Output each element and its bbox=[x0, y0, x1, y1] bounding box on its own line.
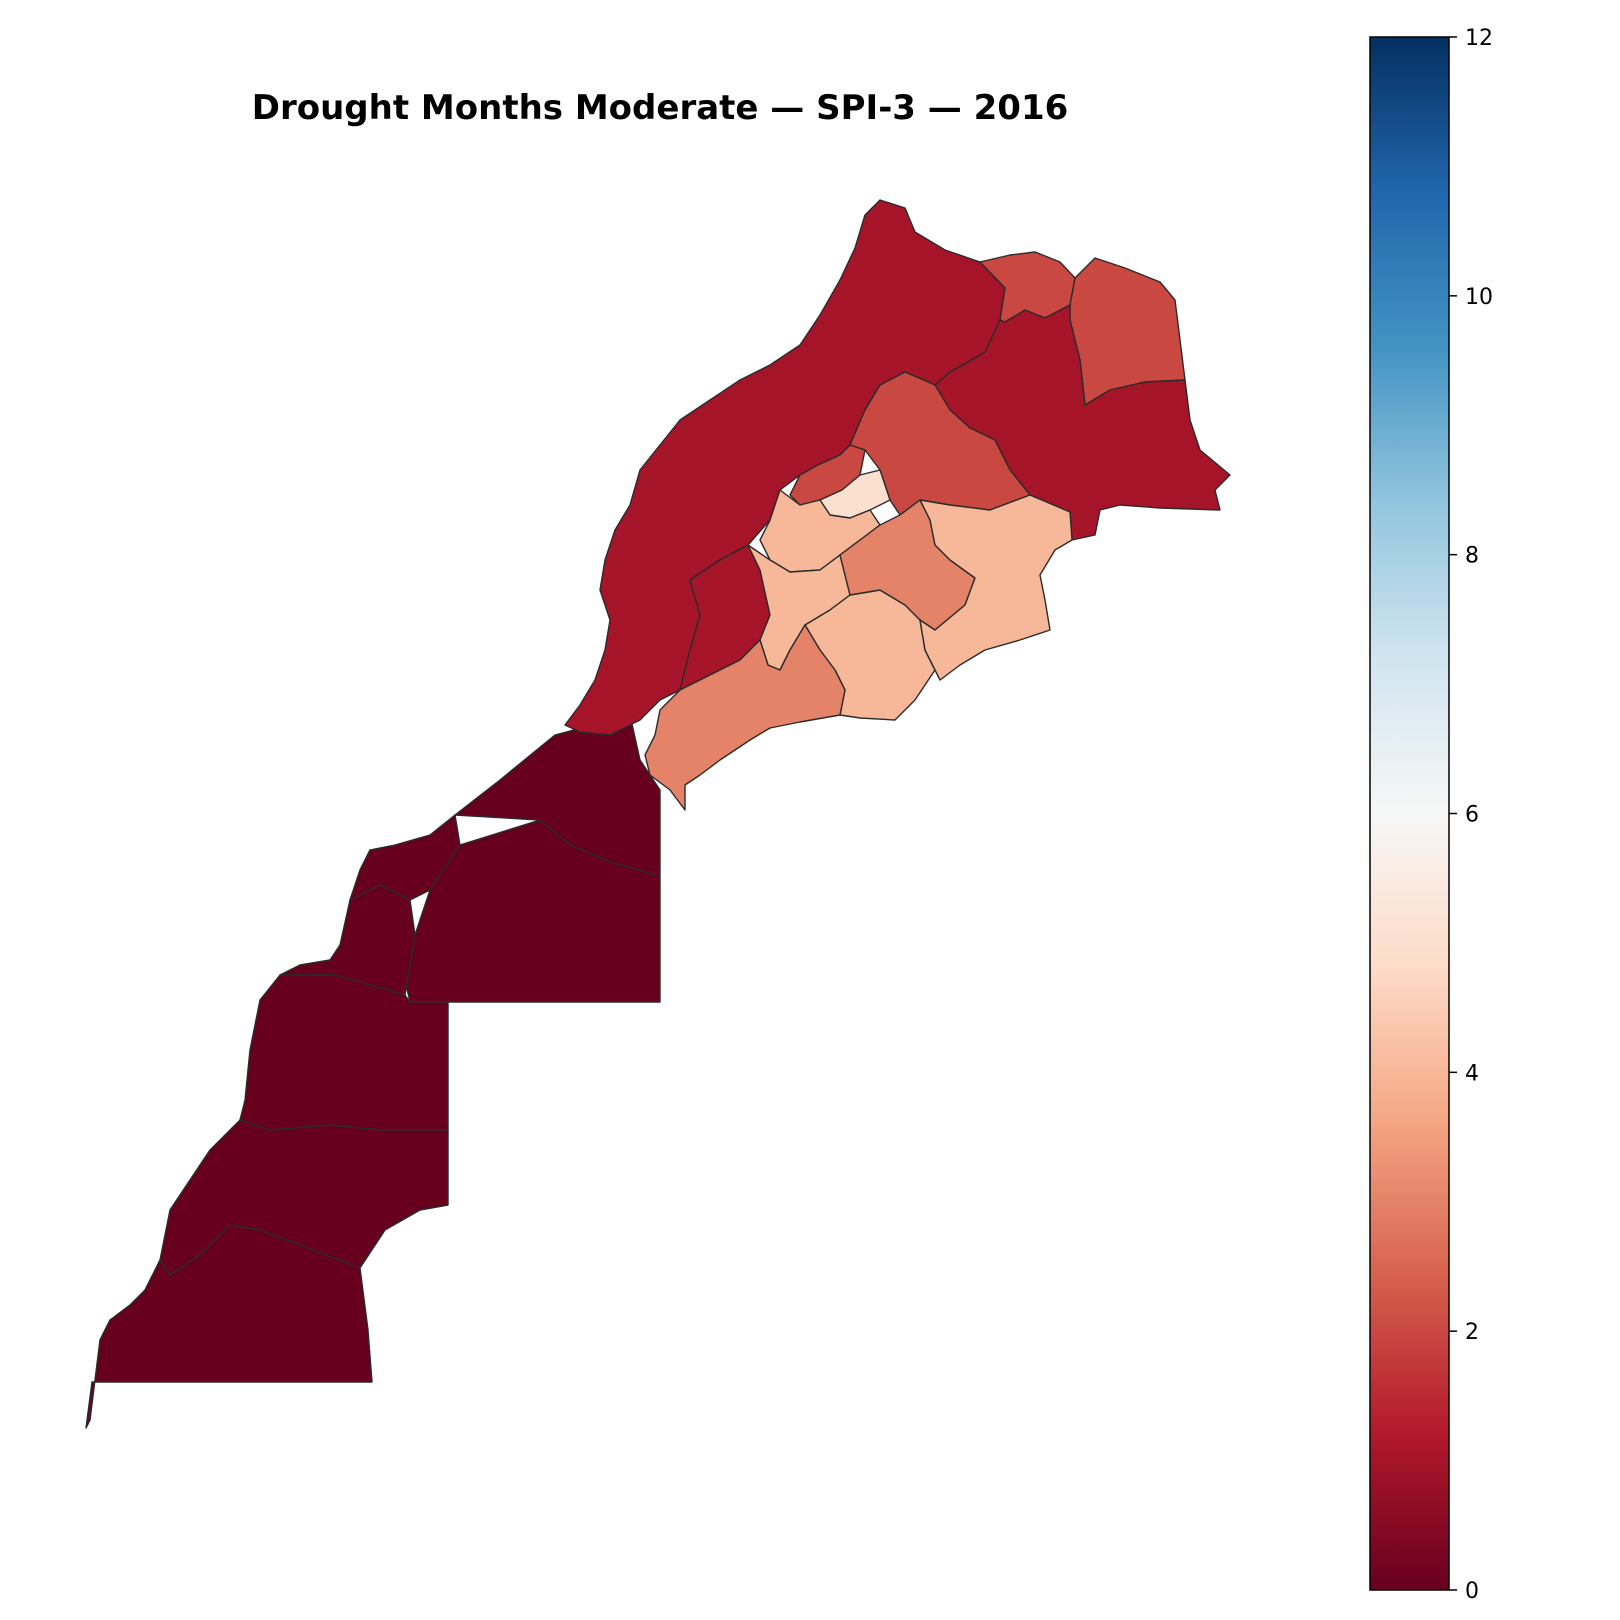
region-sahara-3 bbox=[404, 819, 661, 1003]
choropleth-map bbox=[85, 199, 1231, 1429]
region-east-pale bbox=[919, 494, 1073, 681]
colorbar-tick-label: 10 bbox=[1465, 285, 1493, 310]
colorbar-ticks: 0 2 4 6 8 10 12 bbox=[1449, 26, 1493, 1604]
colorbar-tick-label: 0 bbox=[1465, 1579, 1479, 1604]
colorbar-gradient bbox=[1369, 36, 1450, 1591]
region-sahara-7 bbox=[85, 1224, 373, 1429]
colorbar-tick-label: 4 bbox=[1465, 1061, 1479, 1086]
colorbar-tick-label: 6 bbox=[1465, 803, 1479, 828]
map-title: Drought Months Moderate — SPI-3 — 2016 bbox=[251, 88, 1069, 128]
region-south-east-strip bbox=[644, 624, 846, 811]
colorbar-tick-label: 12 bbox=[1465, 26, 1493, 51]
colorbar-tick-label: 8 bbox=[1465, 544, 1479, 569]
colorbar-tick-label: 2 bbox=[1465, 1320, 1479, 1345]
